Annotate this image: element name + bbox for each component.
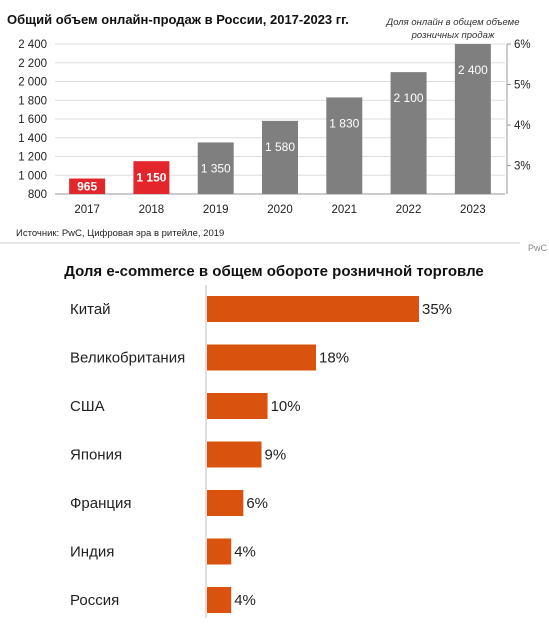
chart2-value-label: 9% bbox=[265, 447, 287, 464]
chart1-y-tick: 1 200 bbox=[18, 152, 47, 164]
chart1-y-tick: 2 400 bbox=[18, 39, 47, 51]
chart1-y-tick: 800 bbox=[28, 189, 47, 201]
chart2-value-label: 10% bbox=[271, 398, 301, 415]
chart1-secondary-tick: 6% bbox=[514, 39, 531, 51]
chart2-rows: Китай 35% Великобритания 18% США 10% Япония 9% Ф… bbox=[70, 296, 452, 613]
chart1-secondary-note-line2: розничных продаж bbox=[411, 30, 495, 41]
chart2-category-label: Великобритания bbox=[70, 350, 185, 367]
chart1-bar bbox=[133, 161, 170, 194]
chart1-x-tick: 2021 bbox=[331, 204, 357, 216]
chart1-bar bbox=[326, 97, 363, 194]
chart1-bars: 965 1 150 1 350 1 580 1 830 2 100 2 400 bbox=[69, 44, 491, 194]
chart1-source: Источник: PwC, Цифровая эра в ритейле, 2… bbox=[16, 228, 224, 239]
chart1-x-tick: 2018 bbox=[139, 204, 165, 216]
chart1-bar bbox=[454, 44, 491, 194]
chart1-bar-label: 1 350 bbox=[201, 161, 231, 175]
chart1-bar-label: 1 150 bbox=[136, 171, 166, 185]
chart1-x-tick: 2022 bbox=[396, 204, 422, 216]
chart1-secondary-tick: 4% bbox=[514, 120, 531, 132]
chart1-bar bbox=[197, 142, 234, 194]
chart1-title: Общий объем онлайн-продаж в России, 2017… bbox=[7, 12, 349, 27]
chart1-x-axis: 2017 2018 2019 2020 2021 2022 2023 bbox=[74, 204, 485, 216]
chart2-value-label: 35% bbox=[422, 301, 452, 318]
chart1-y-axis: 800 1 000 1 200 1 400 1 600 1 800 2 000 2 200 2 … bbox=[18, 39, 47, 201]
chart2-category-label: Франция bbox=[70, 495, 131, 512]
chart1-y-tick: 1 600 bbox=[18, 114, 47, 126]
chart2-title: Доля e-commerce в общем обороте рознично… bbox=[64, 263, 484, 280]
chart2-category-label: Китай bbox=[70, 301, 111, 318]
chart1-bar-label: 965 bbox=[77, 179, 97, 193]
chart1-secondary-note-line1: Доля онлайн в общем объеме bbox=[386, 17, 520, 28]
chart1-y-tick: 1 000 bbox=[18, 170, 47, 182]
chart2-category-label: США bbox=[70, 398, 105, 415]
ecommerce-share-chart: Доля e-commerce в общем обороте рознично… bbox=[64, 263, 484, 618]
chart1-bar-label: 2 100 bbox=[394, 91, 424, 105]
chart2-value-label: 18% bbox=[319, 350, 349, 367]
chart2-value-label: 6% bbox=[246, 495, 268, 512]
chart1-secondary-tick: 5% bbox=[514, 80, 531, 92]
chart2-value-label: 4% bbox=[234, 544, 256, 561]
chart1-bar-label: 2 400 bbox=[458, 63, 488, 77]
chart2-bar bbox=[207, 393, 268, 419]
chart1-secondary-tick: 3% bbox=[514, 161, 531, 173]
chart1-gridlines bbox=[55, 43, 505, 195]
chart2-category-label: Япония bbox=[70, 447, 122, 464]
chart2-bar bbox=[207, 344, 317, 371]
chart2-bar bbox=[207, 490, 244, 516]
chart1-bar bbox=[69, 178, 106, 194]
chart1-y-tick: 1 400 bbox=[18, 133, 47, 145]
chart1-x-tick: 2019 bbox=[203, 204, 229, 216]
chart2-category-label: Россия bbox=[70, 592, 119, 609]
chart1-x-tick: 2023 bbox=[460, 204, 486, 216]
chart1-bar bbox=[390, 72, 427, 194]
chart1-y-tick: 2 200 bbox=[18, 58, 47, 70]
chart2-bar bbox=[207, 538, 232, 565]
chart1-bar-label: 1 830 bbox=[329, 116, 359, 130]
chart1-bar-label: 1 580 bbox=[265, 140, 295, 154]
chart1-bar bbox=[262, 120, 298, 194]
chart2-bar bbox=[207, 587, 232, 613]
chart2-bar bbox=[207, 296, 419, 322]
chart1-y-tick: 2 000 bbox=[18, 77, 47, 89]
chart1-secondary-y-axis: 3% 4% 5% 6% bbox=[506, 39, 531, 194]
chart2-bar bbox=[207, 441, 262, 468]
brand-label: PwC bbox=[528, 243, 548, 253]
online-sales-chart: Общий объем онлайн-продаж в России, 2017… bbox=[0, 12, 548, 253]
chart2-value-label: 4% bbox=[234, 592, 256, 609]
chart1-x-tick: 2020 bbox=[267, 204, 293, 216]
chart2-category-label: Индия bbox=[70, 544, 114, 561]
chart1-y-tick: 1 800 bbox=[18, 95, 47, 107]
chart1-x-tick: 2017 bbox=[74, 204, 100, 216]
